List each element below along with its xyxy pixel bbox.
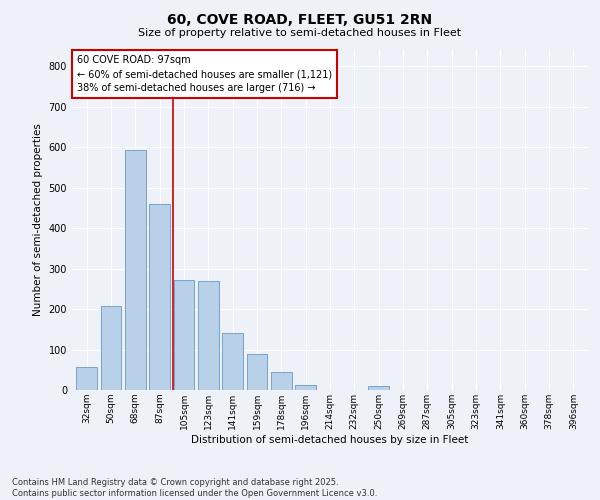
Bar [368, 386, 389, 390]
Bar [295, 385, 316, 390]
Y-axis label: Number of semi-detached properties: Number of semi-detached properties [33, 124, 43, 316]
Text: Size of property relative to semi-detached houses in Fleet: Size of property relative to semi-detach… [139, 28, 461, 38]
Bar [247, 354, 268, 390]
Text: 60 COVE ROAD: 97sqm
← 60% of semi-detached houses are smaller (1,121)
38% of sem: 60 COVE ROAD: 97sqm ← 60% of semi-detach… [77, 55, 332, 93]
Bar [222, 334, 243, 390]
Bar [125, 150, 146, 390]
Bar [173, 280, 194, 390]
Bar [76, 367, 97, 390]
Bar [271, 372, 292, 390]
Text: Contains HM Land Registry data © Crown copyright and database right 2025.
Contai: Contains HM Land Registry data © Crown c… [12, 478, 377, 498]
Bar [198, 280, 218, 390]
Bar [101, 306, 121, 390]
X-axis label: Distribution of semi-detached houses by size in Fleet: Distribution of semi-detached houses by … [191, 434, 469, 444]
Text: 60, COVE ROAD, FLEET, GU51 2RN: 60, COVE ROAD, FLEET, GU51 2RN [167, 12, 433, 26]
Bar [149, 204, 170, 390]
